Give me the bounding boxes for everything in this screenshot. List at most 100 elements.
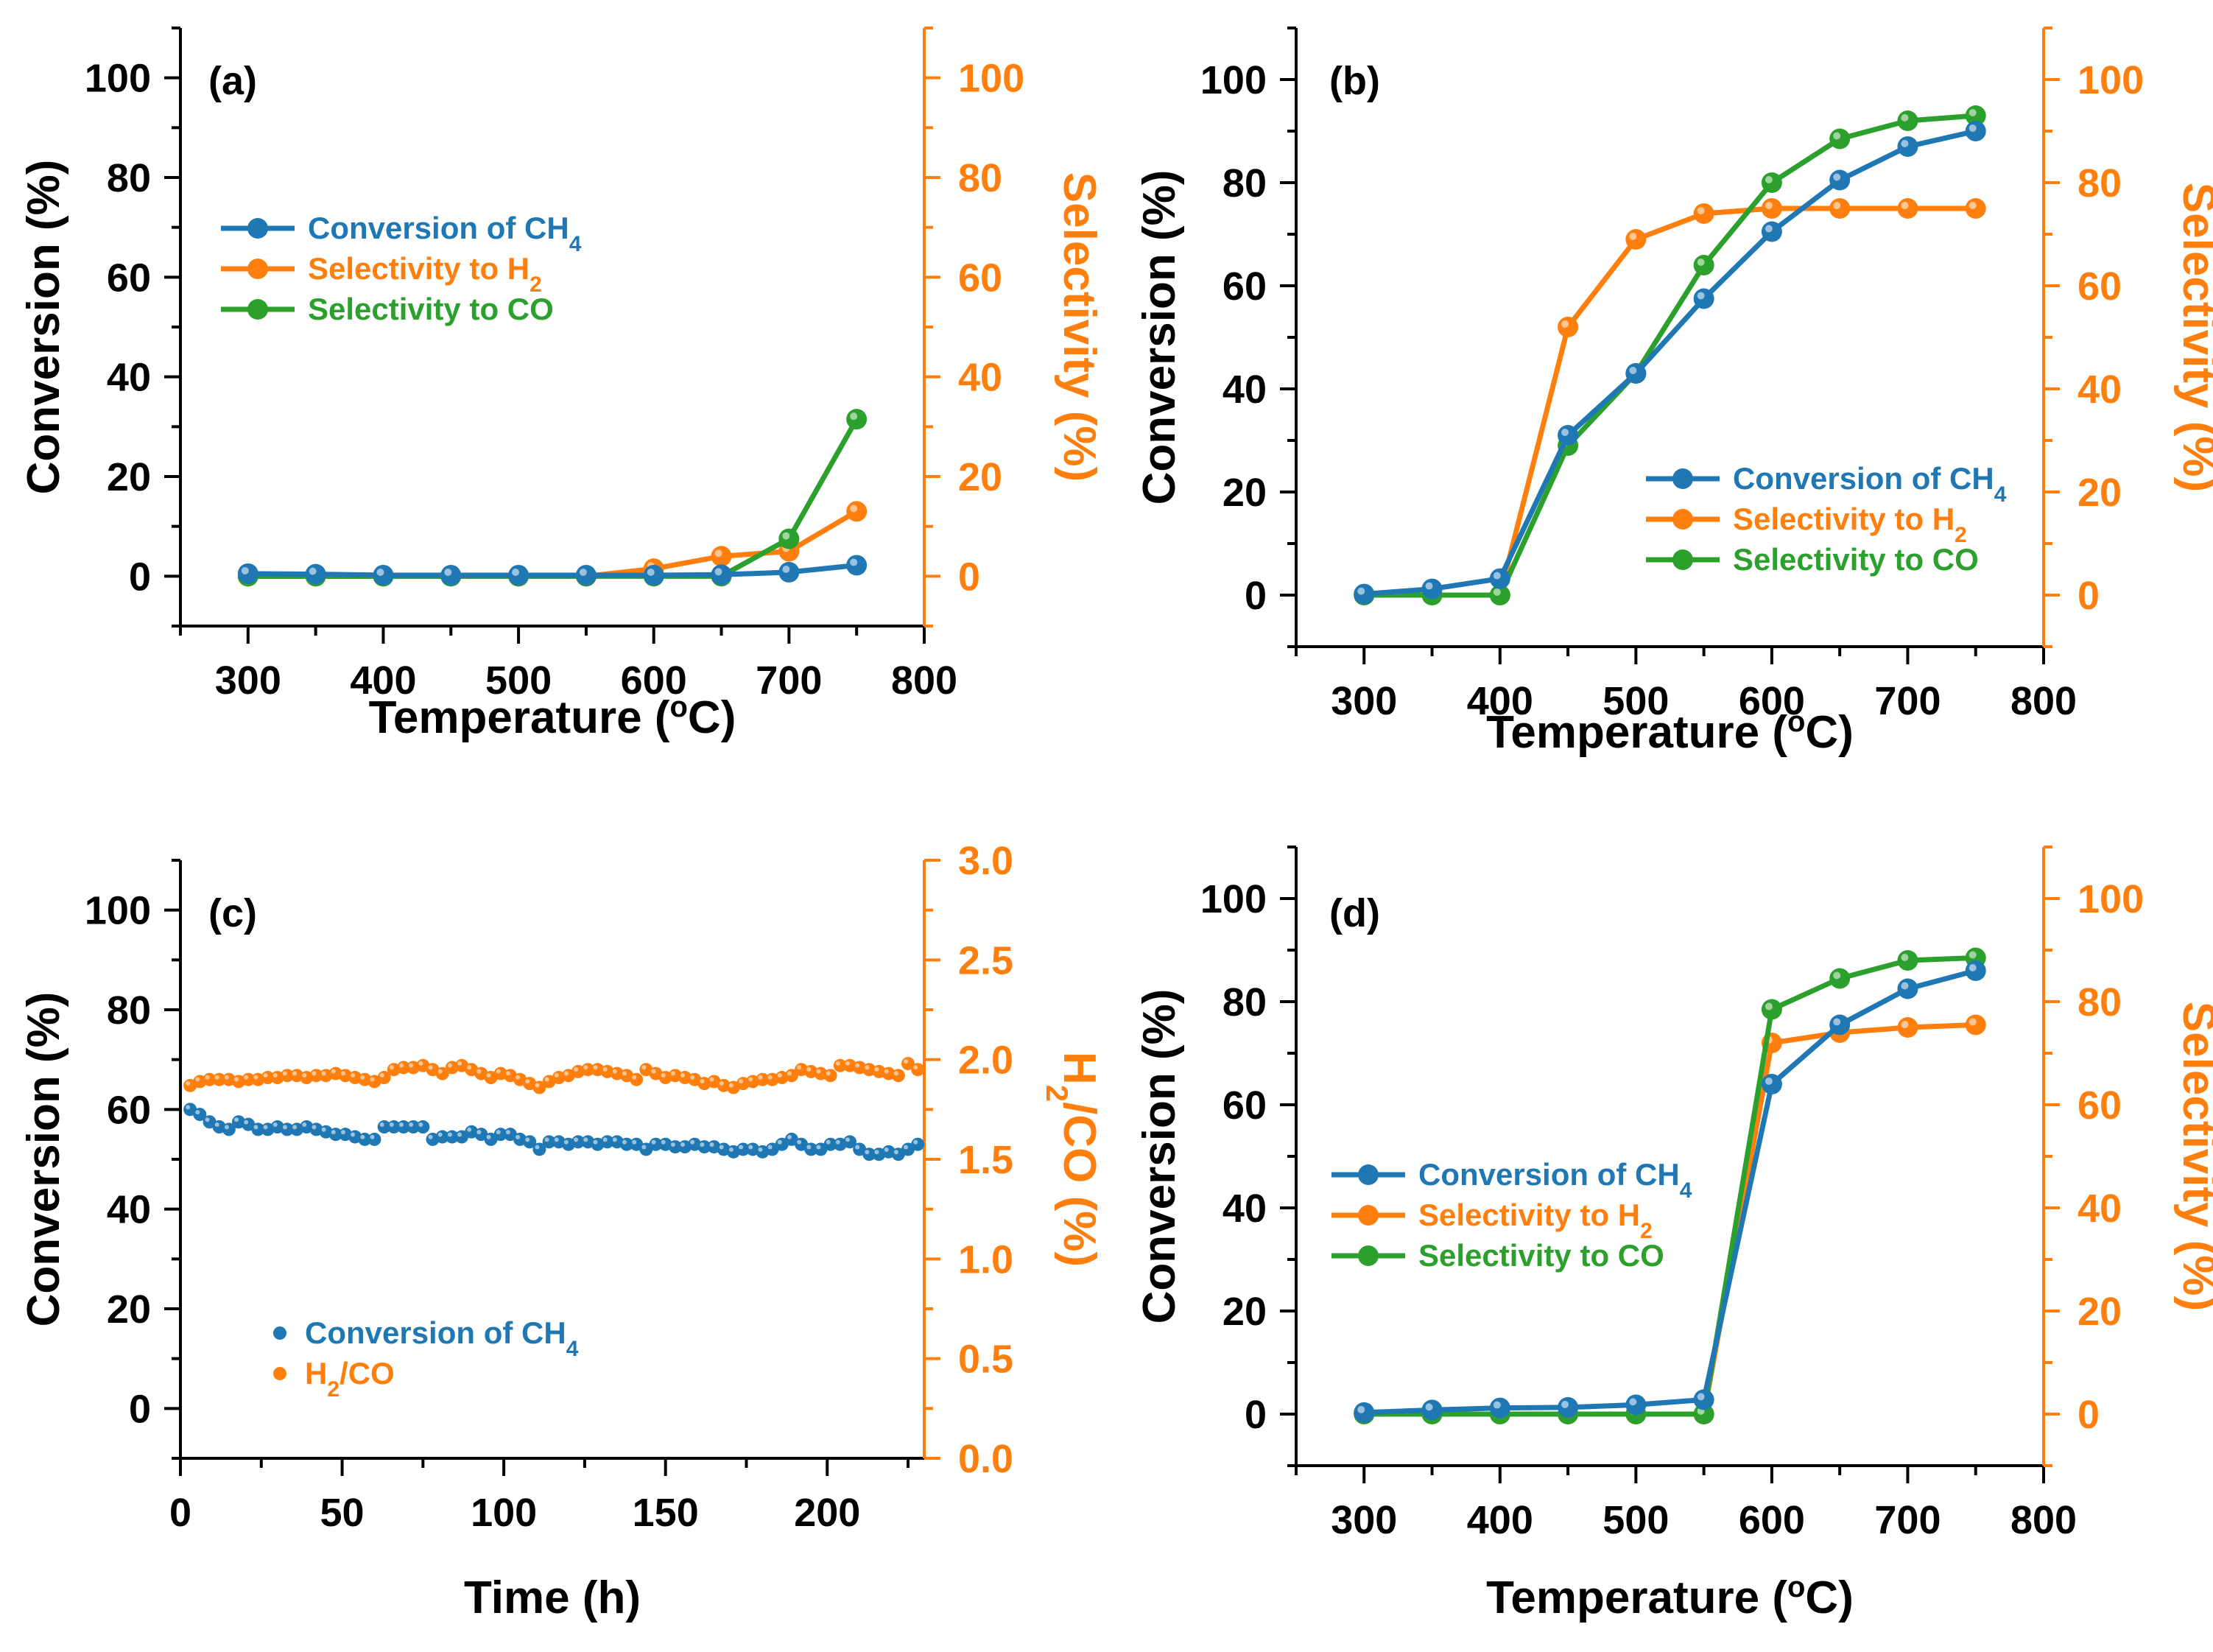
data-point-ch4 <box>711 564 732 586</box>
data-point-highlight <box>1765 1002 1773 1010</box>
data-point-ch4 <box>1354 1402 1375 1423</box>
x-tick-label: 300 <box>215 658 281 703</box>
data-point-ch4 <box>1897 978 1918 999</box>
data-point-highlight <box>593 1139 598 1145</box>
y2-tick-label: 40 <box>2077 368 2122 412</box>
data-point-highlight <box>719 1145 724 1150</box>
x-tick-label: 400 <box>1467 1498 1533 1542</box>
panel-d: 300 400 500 600 700 800 0 20 40 60 80 100 0 20 40 60 80 1… <box>1134 846 2213 1623</box>
legend-marker <box>1358 1245 1379 1266</box>
data-point-highlight <box>554 1137 559 1142</box>
data-point-ch4 <box>1761 221 1782 242</box>
data-point-highlight <box>874 1150 879 1155</box>
data-point-highlight <box>272 1073 278 1078</box>
data-point-highlight <box>850 505 858 513</box>
x-title-part: C) <box>1805 707 1853 758</box>
data-point-highlight <box>700 1142 705 1147</box>
data-point-highlight <box>787 1134 792 1139</box>
data-point-co <box>778 528 800 549</box>
data-point-highlight <box>312 1125 317 1130</box>
data-point-highlight <box>767 1075 773 1080</box>
data-point-highlight <box>574 1137 579 1142</box>
panel-label: (d) <box>1329 891 1380 935</box>
data-point-ch4 <box>575 564 597 586</box>
data-point-highlight <box>1969 1018 1977 1026</box>
data-point-highlight <box>544 1137 549 1142</box>
data-point-ch4 <box>440 564 462 586</box>
data-point-highlight <box>758 1075 763 1080</box>
data-point-highlight <box>1901 140 1909 147</box>
data-point-highlight <box>826 1071 831 1076</box>
data-point-h2 <box>823 1069 837 1083</box>
x-axis-title: Temperature (oC) <box>1486 1571 1854 1623</box>
data-point-highlight <box>1969 951 1977 959</box>
data-point-highlight <box>904 1145 909 1150</box>
data-point-highlight <box>1493 588 1501 596</box>
legend-label-sub: 2 <box>1640 1219 1653 1243</box>
data-point-highlight <box>714 549 722 558</box>
legend-marker <box>247 299 268 320</box>
x-axis-title: Time (h) <box>464 1572 641 1623</box>
data-point-highlight <box>351 1073 356 1078</box>
data-point-highlight <box>505 1071 510 1076</box>
y2-tick-label: 60 <box>2077 1083 2122 1128</box>
data-point-highlight <box>253 1075 258 1080</box>
data-point-ch4 <box>1693 1389 1714 1410</box>
y-tick-label: 0 <box>1245 574 1267 618</box>
data-point-ch4 <box>1489 568 1510 589</box>
data-point-highlight <box>835 1061 840 1066</box>
y2-tick-label: 3.0 <box>958 839 1013 883</box>
legend-marker <box>247 218 268 239</box>
x-tick-label: 700 <box>1874 679 1941 723</box>
y2-axis-title: Selectivity (%) <box>2173 1002 2213 1311</box>
x-title-degree: o <box>1787 706 1805 738</box>
data-point-ch4 <box>367 1132 381 1146</box>
data-point-highlight <box>850 558 858 566</box>
data-point-h2 <box>1761 198 1782 219</box>
data-point-highlight <box>855 1063 860 1068</box>
data-point-highlight <box>244 1120 249 1125</box>
x-tick-label: 800 <box>2010 1498 2077 1542</box>
data-point-ch4 <box>1829 1014 1851 1036</box>
data-point-h2 <box>1829 198 1851 219</box>
data-point-highlight <box>1833 173 1841 181</box>
legend-label-part: Selectivity to H <box>1733 502 1955 536</box>
panel-label: (b) <box>1329 59 1380 103</box>
data-point-highlight <box>767 1145 773 1150</box>
data-point-h2 <box>1965 198 1986 219</box>
data-point-highlight <box>525 1079 530 1084</box>
data-point-highlight <box>224 1075 229 1080</box>
data-point-highlight <box>865 1065 870 1070</box>
data-point-h2 <box>630 1072 644 1086</box>
data-point-highlight <box>758 1147 763 1152</box>
x-title-degree: o <box>669 691 687 723</box>
data-point-highlight <box>1697 259 1705 266</box>
legend-label: H2/CO <box>305 1356 395 1402</box>
data-point-highlight <box>913 1065 918 1070</box>
data-point-highlight <box>816 1145 821 1150</box>
legend-label-sub: 2 <box>1955 523 1967 547</box>
data-point-highlight <box>476 1069 482 1074</box>
data-point-highlight <box>186 1105 191 1110</box>
series-line-h2 <box>1364 205 1976 598</box>
data-point-highlight <box>1901 954 1909 961</box>
data-point-highlight <box>437 1132 443 1137</box>
data-point-highlight <box>855 1145 860 1150</box>
data-point-highlight <box>512 568 520 576</box>
legend-label-part: Conversion of CH <box>1418 1157 1680 1192</box>
y2-tick-label: 100 <box>2077 58 2144 102</box>
data-point-highlight <box>787 1071 792 1076</box>
data-point-highlight <box>777 1139 782 1145</box>
data-point-highlight <box>302 1122 307 1128</box>
data-point-highlight <box>457 1132 462 1137</box>
data-point-highlight <box>728 1083 733 1088</box>
data-point-highlight <box>1357 587 1365 595</box>
legend-label-sub: 2 <box>529 273 542 297</box>
data-point-highlight <box>728 1147 733 1152</box>
data-point-highlight <box>593 1065 598 1070</box>
data-point-highlight <box>865 1150 870 1155</box>
y2-axis-title: H2/CO (%) <box>1041 1052 1105 1267</box>
